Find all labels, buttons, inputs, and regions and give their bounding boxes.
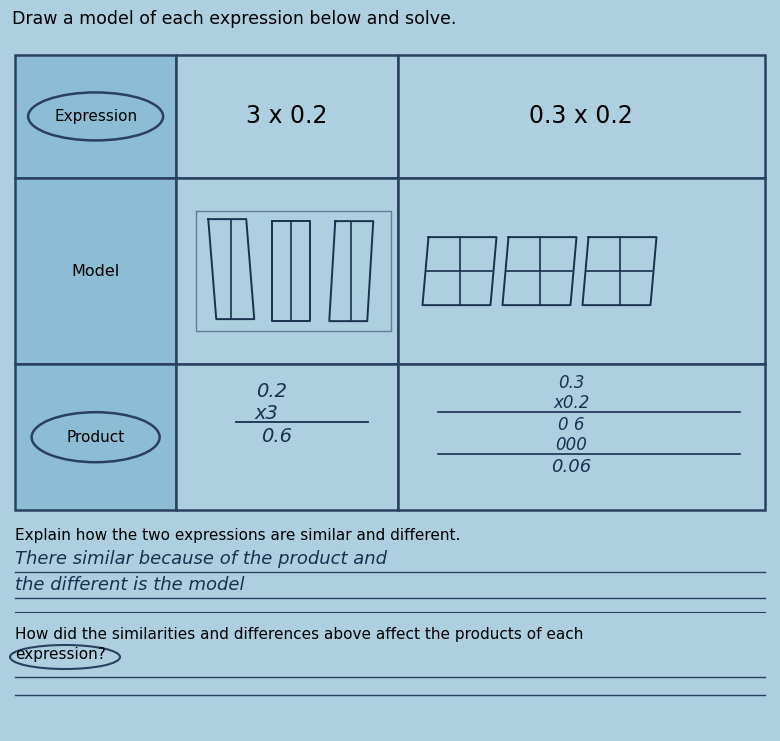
Bar [398, 178, 765, 365]
Text: 0 6: 0 6 [558, 416, 584, 434]
Text: 0.06: 0.06 [551, 459, 591, 476]
Text: expression?: expression? [15, 647, 106, 662]
Text: 3 x 0.2: 3 x 0.2 [246, 104, 328, 128]
Text: 0.2: 0.2 [257, 382, 287, 402]
Bar [15, 55, 176, 178]
Text: 000: 000 [555, 436, 587, 454]
Bar [176, 55, 398, 178]
Text: 0.3: 0.3 [558, 374, 584, 393]
Text: Explain how the two expressions are similar and different.: Explain how the two expressions are simi… [15, 528, 460, 543]
Text: Model: Model [72, 264, 120, 279]
Text: x0.2: x0.2 [553, 394, 590, 413]
Text: How did the similarities and differences above affect the products of each: How did the similarities and differences… [15, 627, 583, 642]
Text: Product: Product [66, 430, 125, 445]
Bar [398, 55, 765, 178]
Text: Expression: Expression [54, 109, 137, 124]
Text: Draw a model of each expression below and solve.: Draw a model of each expression below an… [12, 10, 456, 28]
Text: 0.6: 0.6 [261, 428, 292, 446]
Text: There similar because of the product and: There similar because of the product and [15, 550, 387, 568]
Text: the different is the model: the different is the model [15, 576, 244, 594]
Bar [15, 365, 176, 510]
Text: x3: x3 [255, 405, 278, 423]
Bar [15, 178, 176, 365]
Bar [176, 178, 398, 365]
Bar [398, 365, 765, 510]
Bar [176, 365, 398, 510]
Text: 0.3 x 0.2: 0.3 x 0.2 [530, 104, 633, 128]
